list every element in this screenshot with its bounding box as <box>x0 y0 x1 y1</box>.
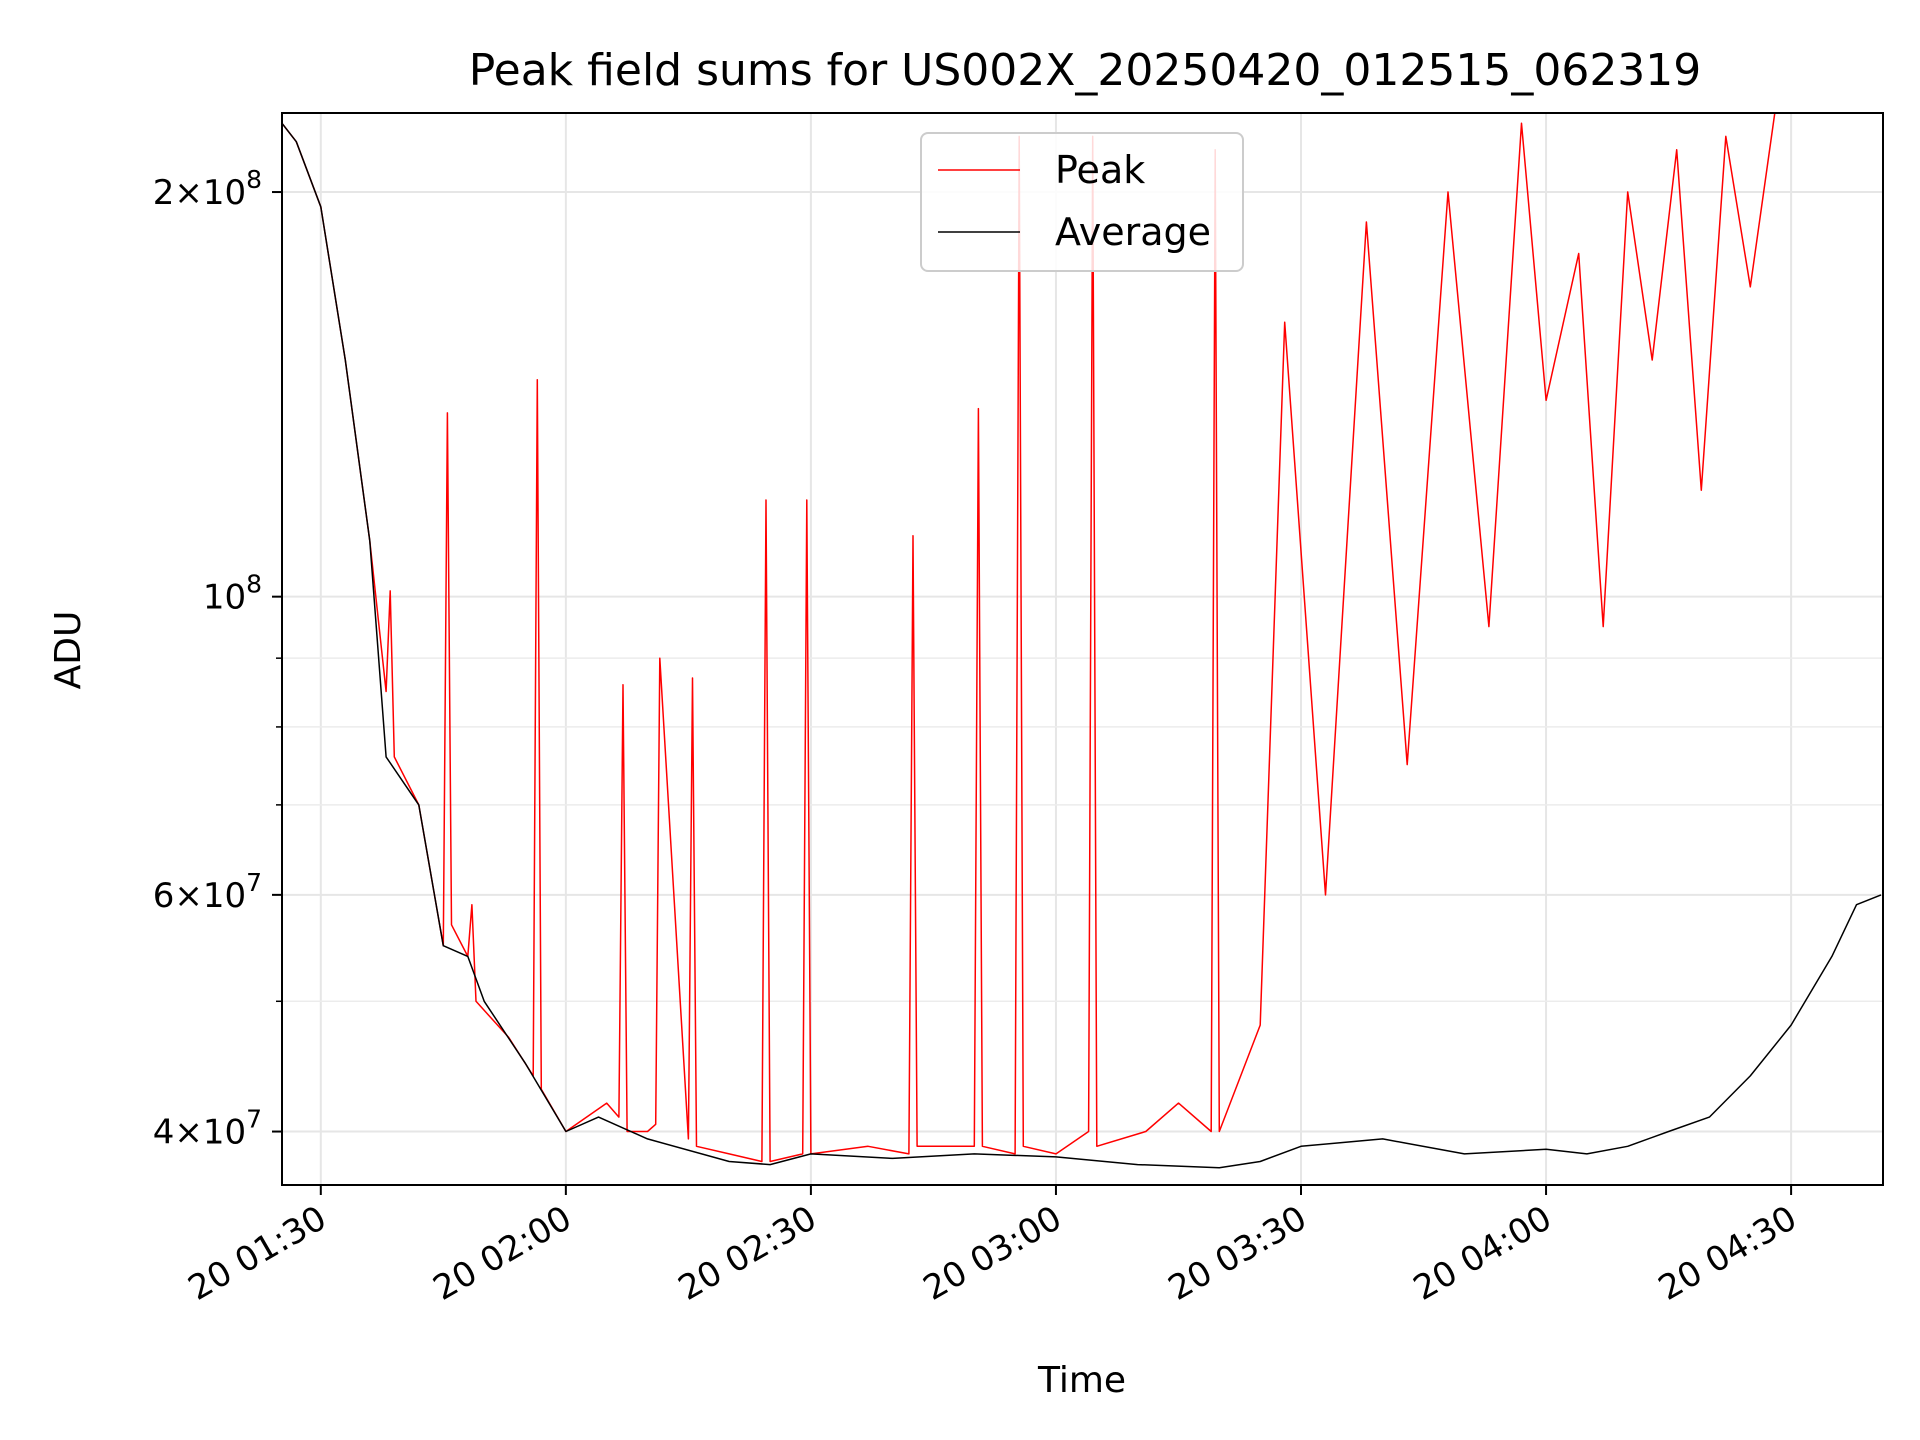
y-axis: 4×107 6×107 108 2×108 <box>153 165 282 1153</box>
y-tick-label: 108 <box>203 570 262 618</box>
legend-box <box>920 132 1244 272</box>
legend: Peak Average <box>920 132 1244 272</box>
y-tick-label: 2×108 <box>153 165 262 213</box>
y-axis-label: ADU <box>48 611 89 690</box>
y-tick-label: 4×107 <box>153 1105 262 1153</box>
chart-title: Peak field sums for US002X_20250420_0125… <box>469 45 1702 96</box>
legend-average-label: Average <box>1055 210 1211 254</box>
plot-frame <box>281 112 1884 1186</box>
x-axis-label: Time <box>1037 1360 1126 1401</box>
legend-peak-label: Peak <box>1055 148 1145 192</box>
series-line-peak <box>282 113 1881 1163</box>
y-tick-label: 6×107 <box>153 868 262 916</box>
plot-lines <box>282 113 1882 1169</box>
series-line-average <box>282 122 1882 1169</box>
